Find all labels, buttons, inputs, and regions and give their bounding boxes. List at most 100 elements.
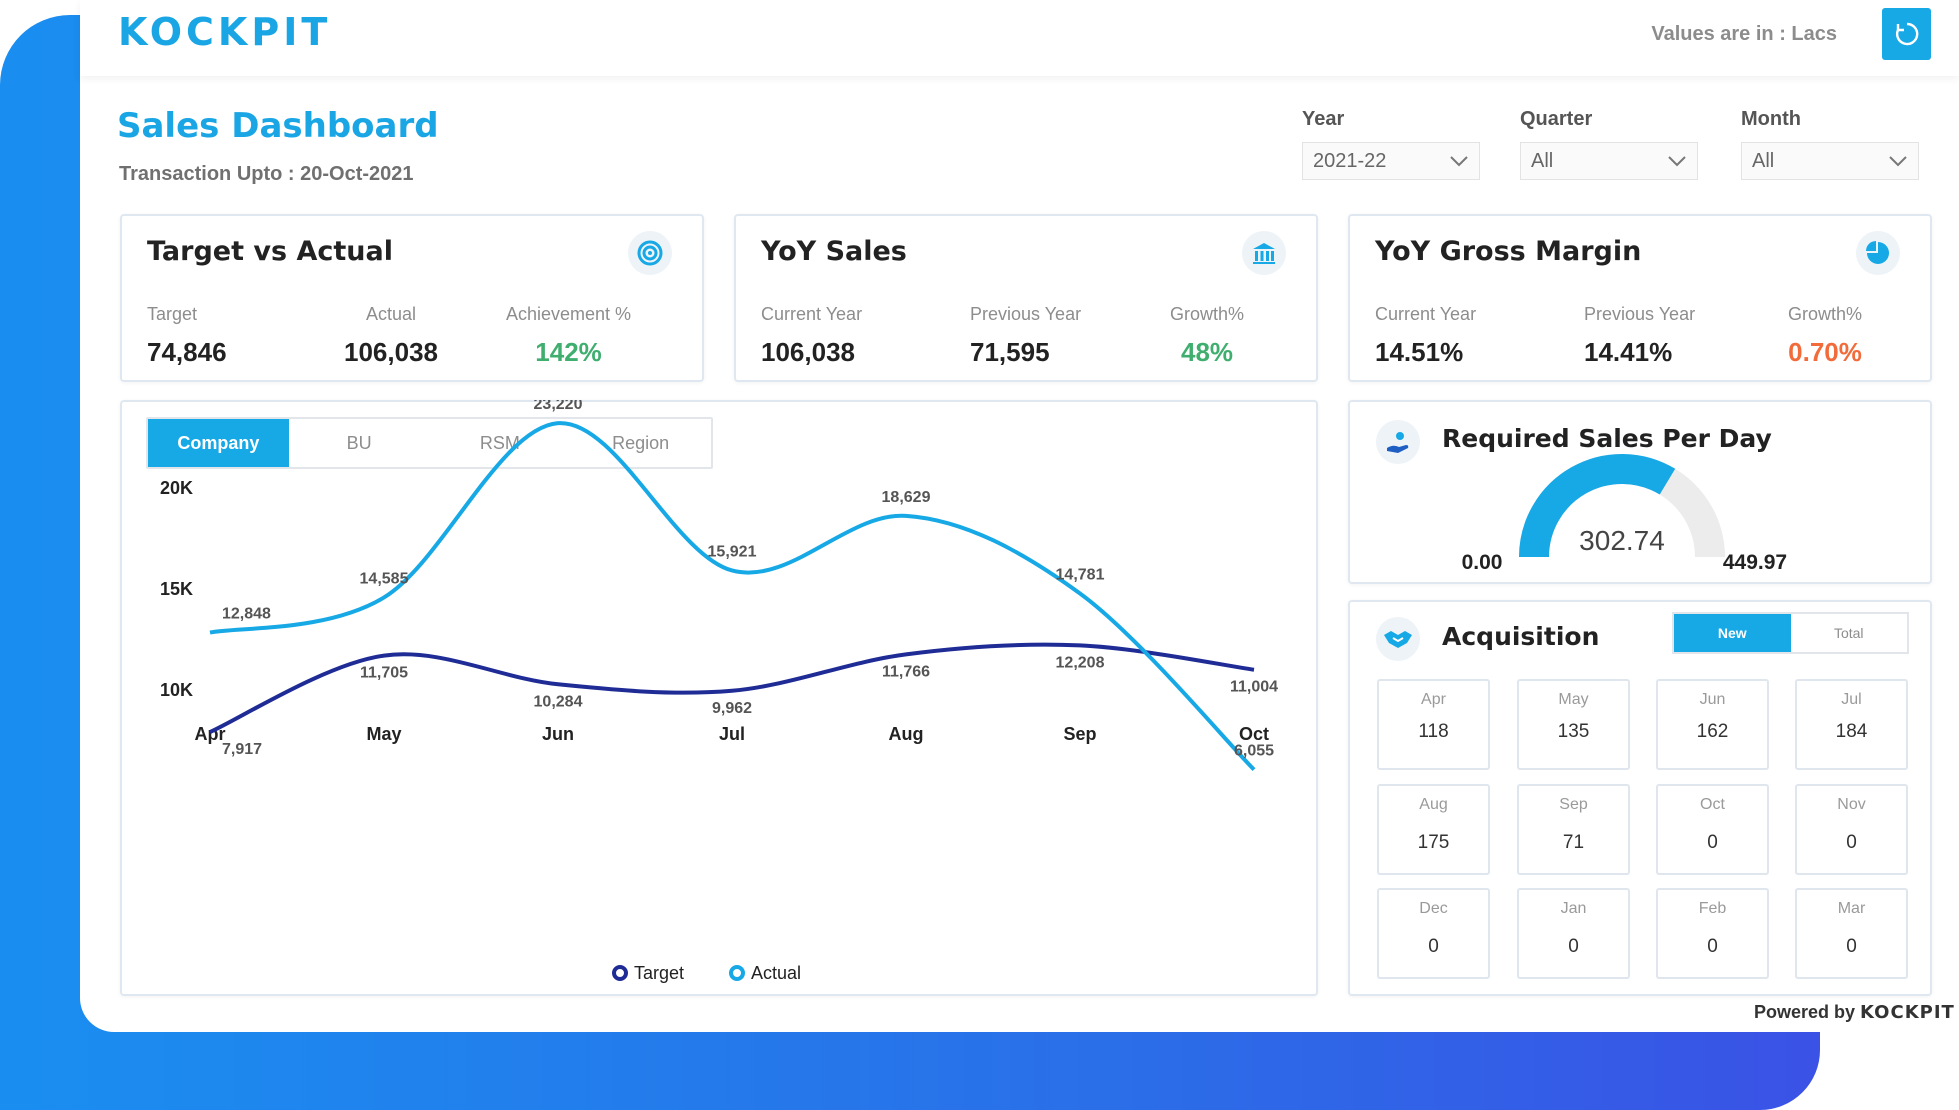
- month-label: Aug: [1419, 796, 1448, 813]
- metric-current-year: Current Year 106,038: [761, 304, 862, 368]
- values-unit-note: Values are in : Lacs: [1651, 23, 1837, 45]
- month-select[interactable]: All: [1741, 142, 1919, 180]
- transaction-date: Transaction Upto : 20-Oct-2021: [119, 163, 414, 185]
- refresh-icon: [1895, 22, 1918, 46]
- target-vs-actual-card: Target vs Actual Target 74,846 Actual 10…: [120, 214, 704, 382]
- card-title: Required Sales Per Day: [1442, 424, 1772, 453]
- metric-label: Previous Year: [970, 304, 1082, 324]
- quarter-filter-label: Quarter: [1520, 108, 1593, 130]
- year-select[interactable]: 2021-22: [1302, 142, 1480, 180]
- chart-view-tabs: Company BU RSM Region: [146, 417, 713, 469]
- data-label: 11,004: [1230, 679, 1278, 696]
- card-title: YoY Sales: [761, 236, 907, 267]
- card-title: Acquisition: [1442, 622, 1600, 651]
- metric-value: 106,038: [344, 337, 438, 367]
- tab-company[interactable]: Company: [148, 419, 289, 467]
- month-value: 71: [1562, 832, 1585, 853]
- gauge-fill: [1519, 454, 1676, 558]
- legend-label: Actual: [751, 963, 801, 983]
- metric-value: 14.41%: [1584, 337, 1673, 367]
- month-tile: Jan 0: [1517, 888, 1630, 979]
- powered-by: Powered by KOCKPIT: [1754, 1002, 1955, 1023]
- month-tile: Jun 162: [1656, 679, 1769, 770]
- metric-target: Target 74,846: [147, 304, 227, 368]
- data-label: 11,766: [882, 663, 930, 680]
- tab-region[interactable]: Region: [612, 432, 670, 453]
- metric-label: Current Year: [1375, 304, 1477, 324]
- month-tile: Feb 0: [1656, 888, 1769, 979]
- tab-new[interactable]: New: [1674, 614, 1791, 652]
- month-value: 118: [1418, 721, 1449, 742]
- month-value: 0: [1846, 936, 1857, 957]
- chevron-down-icon: [1450, 156, 1468, 167]
- month-label: Jun: [1699, 691, 1726, 708]
- legend-label: Target: [634, 963, 684, 983]
- metric-label: Actual: [365, 304, 416, 324]
- metric-value: 14.51%: [1375, 337, 1464, 367]
- data-label: 18,629: [882, 489, 931, 506]
- sales-trend-card: [120, 400, 1318, 996]
- pie-icon: [1856, 231, 1900, 275]
- month-value: 175: [1417, 832, 1450, 853]
- powered-prefix: Powered by: [1754, 1002, 1856, 1022]
- acquisition-card: Acquisition: [1348, 600, 1932, 996]
- month-value: 0: [1846, 832, 1857, 853]
- yoy-gross-margin-card: YoY Gross Margin Current Year 14.51% Pre…: [1348, 214, 1932, 382]
- month-tile: Apr 118: [1377, 679, 1490, 770]
- month-label: Nov: [1837, 796, 1866, 813]
- data-label: 6,055: [1234, 743, 1274, 760]
- metric-label: Previous Year: [1584, 304, 1696, 324]
- quarter-select[interactable]: All: [1520, 142, 1698, 180]
- powered-brand: KOCKPIT: [1860, 1002, 1955, 1023]
- metric-previous-year: Previous Year 71,595: [970, 304, 1081, 368]
- month-label: Oct: [1700, 796, 1725, 813]
- data-label: 15,921: [708, 543, 757, 560]
- metric-value: 74,846: [147, 337, 227, 367]
- tab-total[interactable]: Total: [1833, 625, 1864, 641]
- x-tick-label: Jul: [719, 724, 745, 744]
- month-select-value: All: [1752, 149, 1775, 172]
- data-label: 9,962: [712, 700, 752, 717]
- gauge-value: 302.74: [1579, 525, 1665, 556]
- metric-value: 142%: [535, 337, 602, 367]
- month-tile: Dec 0: [1377, 888, 1490, 979]
- data-label: 14,781: [1056, 567, 1105, 584]
- yoy-sales-card: YoY Sales Current Year 106,038 Previous …: [734, 214, 1318, 382]
- brand-logo: KOCKPIT: [118, 10, 332, 54]
- metric-achievement: Achievement % 142%: [506, 304, 631, 368]
- month-label: Feb: [1698, 900, 1727, 917]
- data-label: 12,848: [222, 606, 271, 623]
- series-line-target: [209, 642, 1255, 734]
- month-value: 0: [1707, 832, 1718, 853]
- data-label: 11,705: [360, 665, 408, 682]
- legend-marker: [729, 965, 745, 981]
- top-bar: [80, 0, 1959, 76]
- required-sales-card: Required Sales Per Day 302.74 0.00 449.97: [1348, 400, 1932, 584]
- month-label: Mar: [1837, 900, 1866, 917]
- data-label: 23,220: [534, 400, 583, 413]
- month-tile: Nov 0: [1795, 784, 1908, 875]
- month-tile: Mar 0: [1795, 888, 1908, 979]
- month-filter: Month All: [1741, 108, 1919, 180]
- tab-bu[interactable]: BU: [346, 432, 372, 453]
- acquisition-tabs: New Total: [1672, 612, 1909, 654]
- month-label: Sep: [1559, 796, 1588, 813]
- tab-rsm[interactable]: RSM: [479, 432, 520, 453]
- metric-value: 106,038: [761, 337, 855, 367]
- month-label: May: [1558, 691, 1589, 708]
- chevron-down-icon: [1889, 156, 1907, 167]
- metric-actual: Actual 106,038: [344, 304, 438, 368]
- page-title: Sales Dashboard: [117, 106, 439, 146]
- refresh-button[interactable]: [1882, 8, 1931, 60]
- x-tick-label: Oct: [1239, 724, 1269, 744]
- gauge-min-label: 0.00: [1462, 551, 1503, 574]
- data-label: 7,917: [222, 741, 262, 758]
- quarter-select-value: All: [1531, 149, 1554, 172]
- year-select-value: 2021-22: [1313, 149, 1387, 172]
- month-tile: Oct 0: [1656, 784, 1769, 875]
- month-value: 162: [1696, 721, 1729, 742]
- y-tick-label: 20K: [160, 478, 193, 498]
- year-filter: Year 2021-22: [1302, 108, 1480, 180]
- month-filter-label: Month: [1741, 108, 1801, 130]
